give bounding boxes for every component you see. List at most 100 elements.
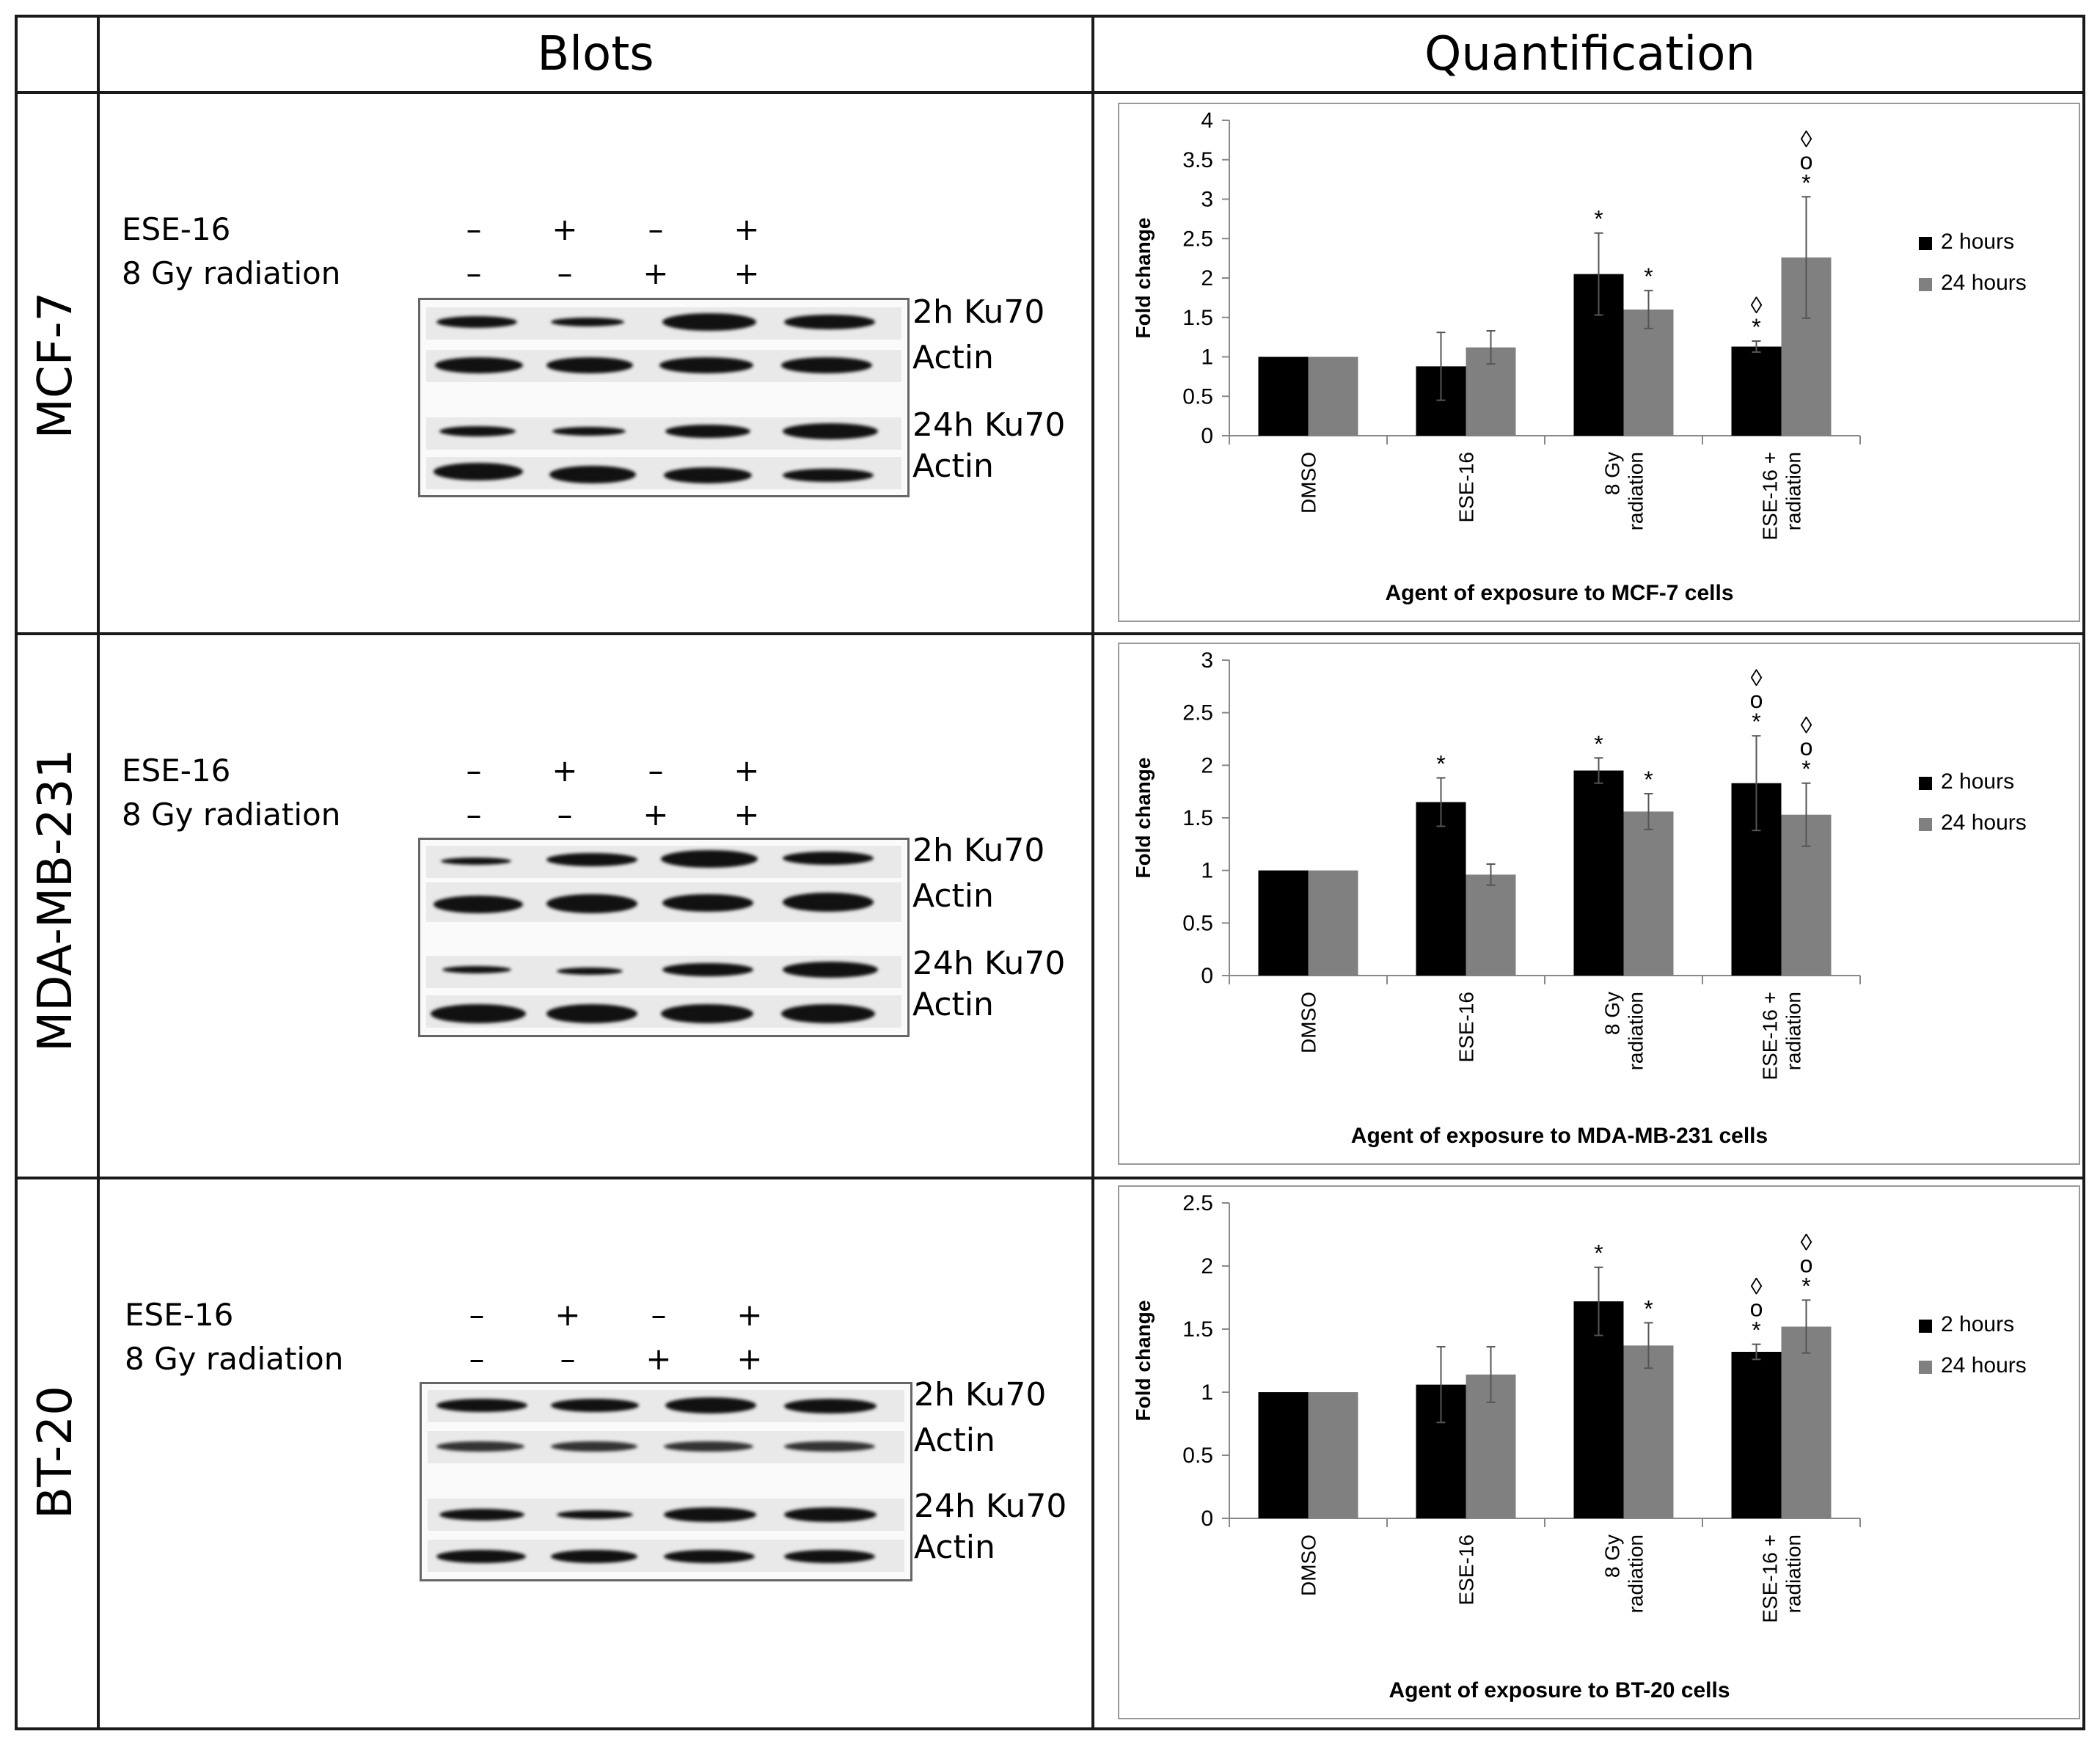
significance-mark: ◊ <box>1751 292 1763 318</box>
significance-mark: * <box>1436 751 1445 778</box>
significance-annotation: *o◊ <box>1750 665 1763 735</box>
y-tick-label: 1 <box>1201 859 1213 883</box>
band-label: 2h Ku70 <box>914 1376 1047 1413</box>
sign: + <box>555 1297 581 1333</box>
x-tick-label: DMSO <box>1298 992 1320 1053</box>
band-label: 2h Ku70 <box>912 293 1045 331</box>
x-tick-label: 8 Gy <box>1601 452 1624 495</box>
significance-mark: o <box>1800 147 1813 174</box>
bar <box>1731 1351 1782 1518</box>
legend-swatch <box>1919 777 1932 790</box>
x-tick-label: ESE-16 + <box>1759 452 1782 541</box>
blots-header: Blots <box>537 27 654 81</box>
treatment-label-ese16: ESE-16 <box>122 211 231 247</box>
significance-mark: ◊ <box>1751 665 1763 691</box>
bar <box>1258 356 1309 436</box>
y-tick-label: 3.5 <box>1182 148 1213 172</box>
y-tick-label: 0 <box>1201 1507 1213 1531</box>
y-tick-label: 1 <box>1201 345 1213 370</box>
legend-label: 24 hours <box>1941 271 2027 295</box>
bar <box>1258 870 1309 976</box>
x-category-label: ESE-16 + radiation <box>1759 452 1805 541</box>
significance-mark: * <box>1644 1295 1653 1322</box>
significance-mark: ◊ <box>1801 712 1812 739</box>
sign: – <box>648 211 664 247</box>
x-tick-label: DMSO <box>1298 452 1320 513</box>
blot-panel-mcf7: ESE-16 8 Gy radiation – + – + – – + + 2h… <box>100 94 1091 632</box>
significance-annotation: *o◊ <box>1800 712 1813 783</box>
sign: + <box>645 1341 672 1377</box>
x-axis-label: Agent of exposure to BT-20 cells <box>1389 1678 1730 1702</box>
legend-label: 2 hours <box>1941 1312 2014 1336</box>
x-tick-label: radiation <box>1782 1534 1805 1613</box>
band-label: 24h Ku70 <box>912 945 1066 982</box>
treatment-label-radiation: 8 Gy radiation <box>122 797 341 833</box>
sign: – <box>557 255 573 291</box>
x-tick-label: DMSO <box>1298 1534 1320 1596</box>
column-divider-2 <box>1091 15 1094 1730</box>
x-tick-label: ESE-16 + <box>1759 992 1782 1080</box>
blot-panel-bt20: ESE-16 8 Gy radiation – + – + – – + + 2h… <box>100 1179 1091 1728</box>
x-category-label: ESE-16 <box>1455 452 1478 523</box>
x-tick-label: 8 Gy <box>1601 1534 1624 1578</box>
row-label-mcf7: MCF-7 <box>29 291 83 439</box>
sign: – <box>466 753 482 789</box>
band-label: 24h Ku70 <box>914 1488 1067 1525</box>
bar <box>1258 1392 1309 1518</box>
sign: + <box>552 211 578 247</box>
significance-mark: ◊ <box>1801 125 1812 152</box>
sign: + <box>643 255 669 291</box>
treatment-label-radiation: 8 Gy radiation <box>125 1341 344 1377</box>
bar <box>1781 1326 1832 1518</box>
western-blot-image <box>418 838 910 1037</box>
row-label-bt20: BT-20 <box>29 1386 83 1519</box>
y-tick-label: 1.5 <box>1182 1317 1213 1342</box>
significance-mark: * <box>1752 709 1760 735</box>
y-axis-label: Fold change <box>1132 758 1155 879</box>
band-label: Actin <box>912 339 994 376</box>
significance-annotation: * <box>1644 263 1653 290</box>
x-tick-label: radiation <box>1625 1534 1647 1613</box>
x-axis-label: Agent of exposure to MCF-7 cells <box>1385 581 1733 605</box>
x-tick-label: ESE-16 <box>1455 992 1478 1063</box>
significance-mark: o <box>1750 687 1763 713</box>
quantification-header: Quantification <box>1424 27 1755 81</box>
significance-mark: * <box>1752 1317 1760 1344</box>
x-category-label: DMSO <box>1298 1534 1320 1596</box>
sign: + <box>643 797 669 833</box>
y-tick-label: 2 <box>1201 1254 1213 1278</box>
row-divider-2 <box>15 1177 2085 1179</box>
band-label: Actin <box>912 877 994 915</box>
x-category-label: 8 Gy radiation <box>1601 992 1647 1070</box>
western-blot-image <box>420 1382 912 1581</box>
significance-mark: * <box>1801 756 1810 783</box>
sign: + <box>733 797 760 833</box>
significance-annotation: *o◊ <box>1800 125 1813 196</box>
treatment-label-radiation: 8 Gy radiation <box>122 255 341 291</box>
band-label: 24h Ku70 <box>912 406 1066 444</box>
y-tick-label: 1.5 <box>1182 806 1213 830</box>
chart-mdamb231: 0 0.5 1 1.5 2 2.5 3 Fold change DMSO * ESE-16 * * 8 G… <box>1118 643 2080 1165</box>
y-tick-label: 0 <box>1201 424 1213 448</box>
sign: + <box>552 753 578 789</box>
y-axis-label: Fold change <box>1132 218 1155 339</box>
x-category-label: DMSO <box>1298 992 1320 1053</box>
x-tick-label: 8 Gy <box>1601 992 1624 1035</box>
bar <box>1416 802 1466 976</box>
chart-svg: 0 0.5 1 1.5 2 2.5 3 Fold change DMSO * ESE-16 * * 8 G… <box>1132 648 2027 1148</box>
y-axis-label: Fold change <box>1132 1300 1155 1422</box>
legend-label: 24 hours <box>1941 1353 2027 1378</box>
x-category-label: ESE-16 <box>1455 1534 1478 1606</box>
significance-mark: * <box>1752 314 1760 340</box>
blot-panel-mdamb231: ESE-16 8 Gy radiation – + – + – – + + 2h… <box>100 635 1091 1177</box>
sign: + <box>736 1297 763 1333</box>
x-tick-label: radiation <box>1782 992 1805 1070</box>
sign: – <box>557 797 573 833</box>
significance-mark: * <box>1594 1240 1603 1267</box>
x-tick-label: ESE-16 <box>1455 452 1478 523</box>
sign: + <box>733 211 760 247</box>
treatment-label-ese16: ESE-16 <box>125 1297 234 1333</box>
sign: – <box>469 1297 485 1333</box>
band-label: Actin <box>914 1422 995 1459</box>
